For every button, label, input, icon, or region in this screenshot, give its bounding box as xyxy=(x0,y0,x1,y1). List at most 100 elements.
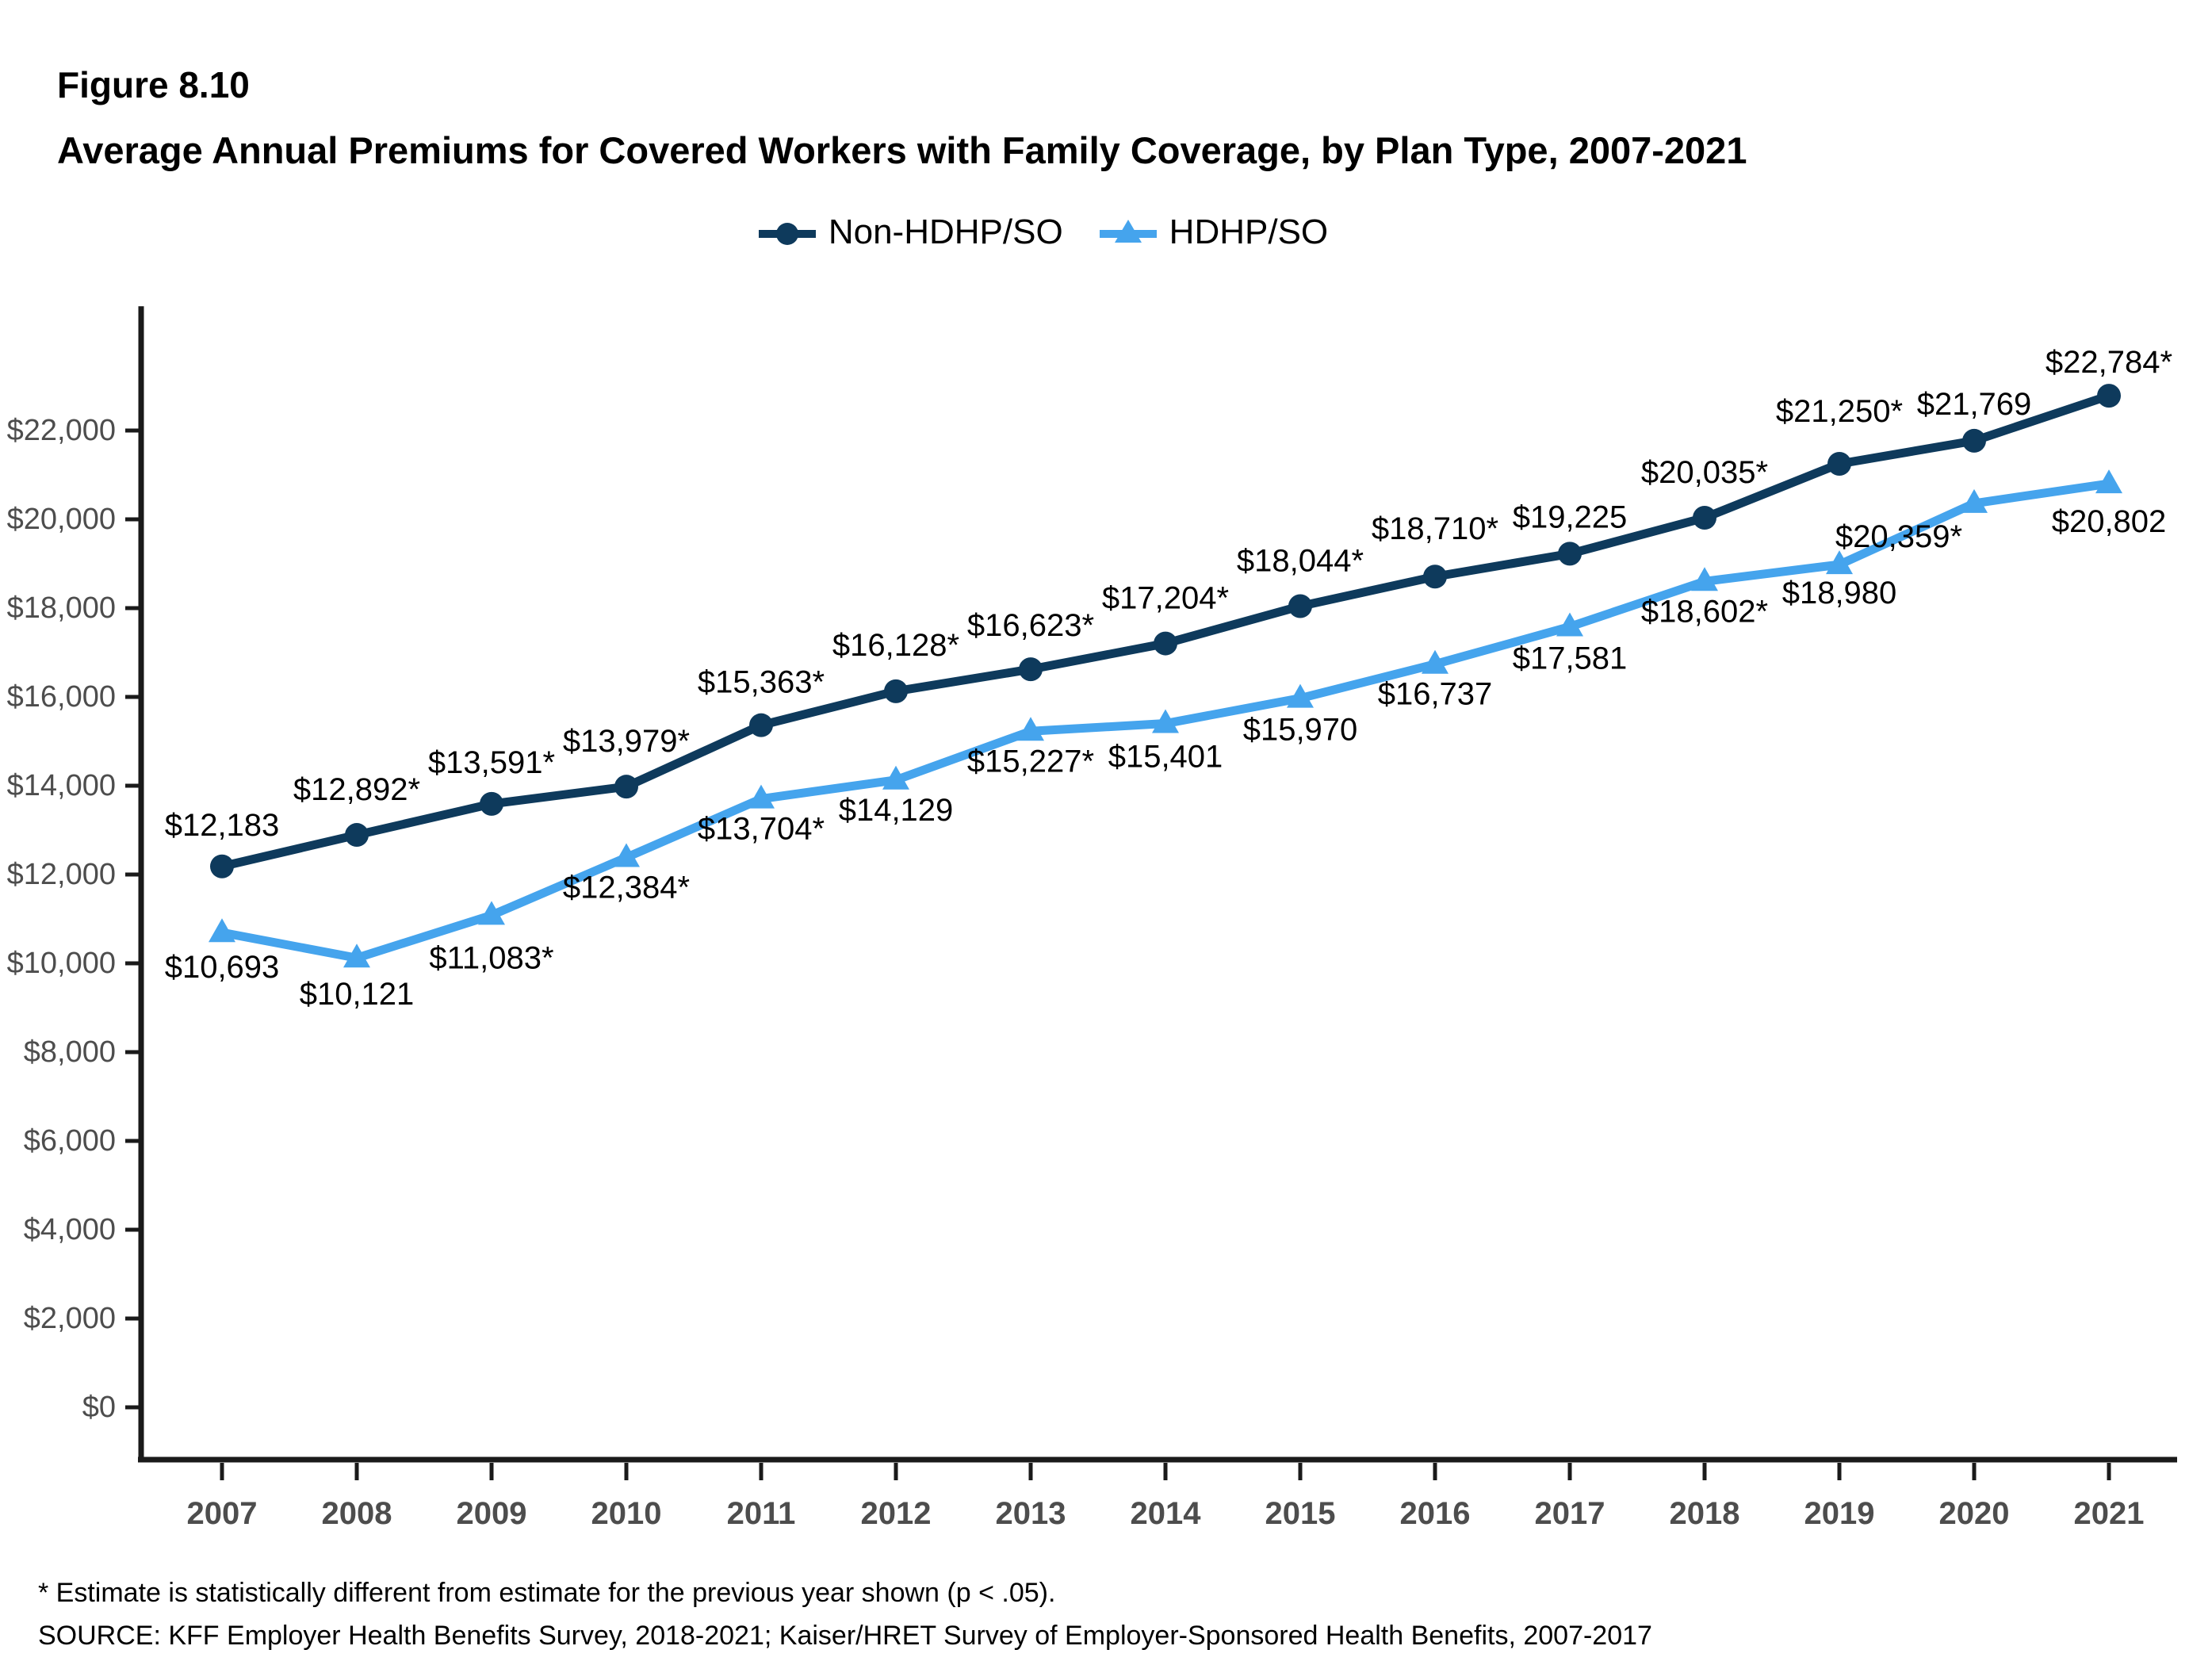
data-point-label: $15,363* xyxy=(698,665,825,700)
data-point-label: $12,183 xyxy=(165,808,280,843)
x-tick-label: 2010 xyxy=(591,1496,662,1531)
data-point-label: $20,359* xyxy=(1835,519,1962,554)
data-point-triangle xyxy=(1691,567,1718,591)
series-hdhp-so: $10,693 $10,121 $11,083* $12,384*$13,704* $1… xyxy=(165,469,2167,1012)
y-tick-label: $16,000 xyxy=(7,680,116,714)
data-point-triangle xyxy=(2095,469,2122,494)
footnote-source: SOURCE: KFF Employer Health Benefits Sur… xyxy=(38,1621,1652,1651)
data-point-label: $15,970 xyxy=(1243,713,1358,748)
x-tick-label: 2015 xyxy=(1265,1496,1336,1531)
data-point-triangle xyxy=(343,944,370,968)
data-point-triangle xyxy=(748,784,775,809)
data-point-label: $17,204* xyxy=(1102,581,1229,616)
data-point-label: $21,769 xyxy=(1917,387,2032,422)
x-tick-label: 2009 xyxy=(457,1496,527,1531)
x-tick-label: 2019 xyxy=(1804,1496,1875,1531)
legend-label: Non-HDHP/SO xyxy=(828,212,1063,251)
series-line xyxy=(217,391,2114,871)
data-point-label: $16,623* xyxy=(967,608,1094,643)
data-point-label: $14,129 xyxy=(839,793,954,828)
legend-item-non-hdhp-so: Non-HDHP/SO xyxy=(757,212,1063,252)
data-point-label: $13,591* xyxy=(428,745,555,780)
x-tick-label: 2013 xyxy=(996,1496,1066,1531)
data-point-label: $15,227* xyxy=(967,744,1094,779)
data-point-label: $20,802 xyxy=(2052,504,2167,539)
y-tick-label: $12,000 xyxy=(7,858,116,891)
x-tick-label: 2016 xyxy=(1400,1496,1471,1531)
x-tick-label: 2012 xyxy=(861,1496,932,1531)
data-point-triangle xyxy=(1017,717,1044,741)
data-point-circle xyxy=(1154,631,1177,656)
y-tick-label: $18,000 xyxy=(7,591,116,625)
x-tick-label: 2014 xyxy=(1131,1496,1202,1531)
y-tick-label: $6,000 xyxy=(24,1124,116,1158)
x-tick-label: 2021 xyxy=(2074,1496,2145,1531)
legend-item-hdhp-so: HDHP/SO xyxy=(1098,212,1328,252)
data-point-label: $22,784* xyxy=(2046,345,2172,380)
y-tick-label: $2,000 xyxy=(24,1302,116,1335)
data-point-circle xyxy=(1693,506,1716,530)
y-tick-label: $4,000 xyxy=(24,1213,116,1246)
data-point-label: $11,083* xyxy=(429,940,553,975)
data-point-label: $19,225 xyxy=(1513,500,1628,534)
data-point-circle xyxy=(210,854,234,878)
circle-legend-marker-icon xyxy=(758,223,816,245)
data-point-circle xyxy=(1962,428,1986,453)
data-point-label: $15,401 xyxy=(1108,740,1223,775)
data-point-label: $18,980 xyxy=(1782,576,1897,610)
data-point-label: $18,710* xyxy=(1372,511,1498,546)
data-point-triangle xyxy=(882,765,909,790)
data-point-circle xyxy=(1288,594,1312,618)
x-tick-label: 2017 xyxy=(1535,1496,1605,1531)
data-point-circle xyxy=(345,823,369,848)
data-point-triangle xyxy=(1287,683,1314,708)
data-point-label: $13,704* xyxy=(698,812,825,847)
figure-title: Average Annual Premiums for Covered Work… xyxy=(57,129,1747,171)
data-point-circle xyxy=(749,713,773,737)
data-point-circle xyxy=(480,791,503,816)
data-point-label: $10,121 xyxy=(300,977,415,1012)
y-tick-label: $8,000 xyxy=(24,1035,116,1069)
data-point-triangle xyxy=(1556,612,1583,637)
footnote-significance: * Estimate is statistically different fr… xyxy=(38,1578,1056,1608)
data-point-label: $12,384* xyxy=(563,870,690,905)
x-tick-label: 2020 xyxy=(1939,1496,2010,1531)
y-tick-label: $10,000 xyxy=(7,947,116,980)
data-point-triangle xyxy=(478,901,505,925)
triangle-legend-marker-icon xyxy=(1099,220,1157,243)
data-point-circle xyxy=(2097,384,2121,408)
x-tick-label: 2007 xyxy=(187,1496,258,1531)
data-point-triangle xyxy=(1422,649,1449,674)
legend-label: HDHP/SO xyxy=(1169,212,1329,251)
data-point-circle xyxy=(1423,565,1447,589)
data-point-triangle xyxy=(1961,488,1988,513)
data-point-label: $13,979* xyxy=(563,724,690,759)
data-point-circle xyxy=(884,679,908,703)
data-point-triangle xyxy=(1152,709,1179,733)
data-point-label: $21,250* xyxy=(1776,394,1903,429)
data-point-circle xyxy=(1019,657,1043,682)
data-point-circle xyxy=(1827,452,1851,476)
chart-legend: Non-HDHP/SO HDHP/SO xyxy=(0,212,2085,252)
series-non-hdhp-so: $12,183 $12,892*$13,591*$13,979*$15,363* $… xyxy=(165,345,2172,878)
x-tick-label: 2011 xyxy=(727,1496,796,1531)
y-tick-label: $20,000 xyxy=(7,503,116,536)
data-point-triangle xyxy=(209,918,235,943)
y-tick-label: $14,000 xyxy=(7,769,116,802)
figure-number: Figure 8.10 xyxy=(57,64,250,105)
data-point-label: $17,581 xyxy=(1513,641,1628,676)
data-point-label: $16,737 xyxy=(1378,677,1493,712)
data-point-label: $18,044* xyxy=(1237,544,1364,579)
data-point-label: $12,892* xyxy=(293,772,420,807)
y-tick-label: $22,000 xyxy=(7,414,116,447)
data-point-triangle xyxy=(1826,550,1853,575)
y-tick-label: $0 xyxy=(82,1391,116,1424)
x-tick-label: 2018 xyxy=(1670,1496,1740,1531)
data-point-circle xyxy=(614,775,638,799)
x-tick-label: 2008 xyxy=(322,1496,392,1531)
data-point-triangle xyxy=(613,843,640,867)
data-point-label: $10,693 xyxy=(165,950,280,985)
data-point-label: $20,035* xyxy=(1641,455,1768,490)
data-point-circle xyxy=(1558,542,1582,566)
